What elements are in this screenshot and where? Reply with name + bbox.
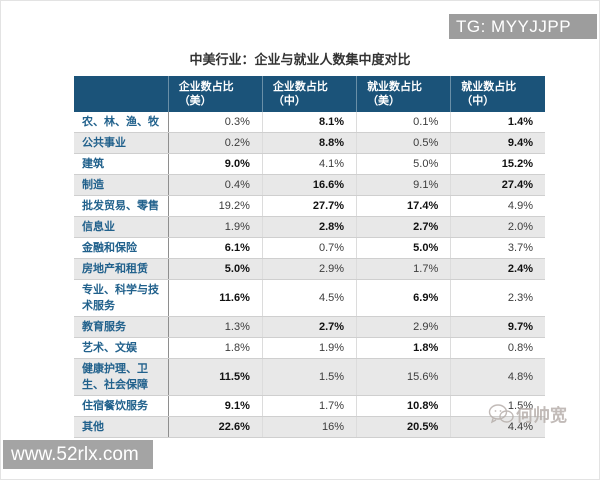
value-cell: 0.4% — [168, 174, 263, 196]
row-label: 信息业 — [74, 216, 169, 238]
row-label: 教育服务 — [74, 316, 169, 338]
row-label: 制造 — [74, 174, 169, 196]
value-cell: 0.1% — [356, 112, 452, 133]
row-label: 健康护理、卫生、社会保障 — [74, 358, 169, 396]
value-cell: 9.0% — [168, 153, 263, 175]
value-cell: 22.6% — [168, 416, 263, 438]
value-cell: 15.6% — [356, 358, 452, 396]
value-cell: 4.1% — [262, 153, 358, 175]
row-label: 专业、科学与技术服务 — [74, 279, 169, 317]
value-cell: 11.5% — [168, 358, 263, 396]
value-cell: 20.5% — [356, 416, 452, 438]
header-row: 企业数占比（美） 企业数占比（中） 就业数占比（美） 就业数占比（中） — [74, 76, 545, 112]
value-cell: 1.7% — [262, 395, 358, 417]
header-cell-employment-us: 就业数占比（美） — [356, 76, 451, 112]
header-cell-empty — [74, 76, 169, 112]
table-row: 艺术、文娱 1.8% 1.9% 1.8% 0.8% — [74, 337, 545, 359]
value-cell: 0.8% — [450, 337, 545, 359]
table-row: 其他 22.6% 16% 20.5% 4.4% — [74, 416, 545, 438]
value-cell: 6.9% — [356, 279, 452, 317]
value-cell: 1.7% — [356, 258, 452, 280]
table-body: 农、林、渔、牧 0.3% 8.1% 0.1% 1.4% 公共事业 0.2% 8.8% 0.5% 9… — [74, 112, 545, 438]
value-cell: 19.2% — [168, 195, 263, 217]
row-label: 其他 — [74, 416, 169, 438]
value-cell: 1.9% — [168, 216, 263, 238]
value-cell: 4.4% — [450, 416, 545, 438]
value-cell: 1.4% — [450, 112, 545, 133]
value-cell: 0.3% — [168, 112, 263, 133]
value-cell: 9.7% — [450, 316, 545, 338]
table-row: 健康护理、卫生、社会保障 11.5% 1.5% 15.6% 4.8% — [74, 358, 545, 396]
value-cell: 1.5% — [262, 358, 358, 396]
value-cell: 2.8% — [262, 216, 358, 238]
value-cell: 8.1% — [262, 112, 358, 133]
value-cell: 0.2% — [168, 132, 263, 154]
value-cell: 2.9% — [356, 316, 452, 338]
header-cell-employment-cn: 就业数占比（中） — [450, 76, 545, 112]
value-cell: 27.4% — [450, 174, 545, 196]
value-cell: 2.3% — [450, 279, 545, 317]
row-label: 房地产和租赁 — [74, 258, 169, 280]
value-cell: 2.4% — [450, 258, 545, 280]
value-cell: 27.7% — [262, 195, 358, 217]
value-cell: 5.0% — [168, 258, 263, 280]
table-row: 制造 0.4% 16.6% 9.1% 27.4% — [74, 174, 545, 196]
table-row: 房地产和租赁 5.0% 2.9% 1.7% 2.4% — [74, 258, 545, 280]
table-row: 建筑 9.0% 4.1% 5.0% 15.2% — [74, 153, 545, 175]
row-label: 住宿餐饮服务 — [74, 395, 169, 417]
value-cell: 1.3% — [168, 316, 263, 338]
value-cell: 5.0% — [356, 153, 452, 175]
table-row: 信息业 1.9% 2.8% 2.7% 2.0% — [74, 216, 545, 238]
header-cell-enterprise-us: 企业数占比（美） — [167, 76, 263, 112]
value-cell: 9.4% — [450, 132, 545, 154]
value-cell: 2.7% — [356, 216, 452, 238]
table-title: 中美行业：企业与就业人数集中度对比 — [189, 52, 411, 67]
table-row: 批发贸易、零售 19.2% 27.7% 17.4% 4.9% — [74, 195, 545, 217]
value-cell: 0.5% — [356, 132, 452, 154]
table-row: 教育服务 1.3% 2.7% 2.9% 9.7% — [74, 316, 545, 338]
value-cell: 0.7% — [262, 237, 358, 259]
value-cell: 6.1% — [168, 237, 263, 259]
table-row: 专业、科学与技术服务 11.6% 4.5% 6.9% 2.3% — [74, 279, 545, 317]
row-label: 艺术、文娱 — [74, 337, 169, 359]
value-cell: 2.0% — [450, 216, 545, 238]
value-cell: 16% — [262, 416, 358, 438]
value-cell: 11.6% — [168, 279, 263, 317]
value-cell: 5.0% — [356, 237, 452, 259]
value-cell: 8.8% — [262, 132, 358, 154]
value-cell: 16.6% — [262, 174, 358, 196]
tg-banner: TG: MYYJJPP — [449, 14, 597, 39]
value-cell: 1.8% — [356, 337, 452, 359]
value-cell: 2.9% — [262, 258, 358, 280]
value-cell: 3.7% — [450, 237, 545, 259]
value-cell: 1.9% — [262, 337, 358, 359]
value-cell: 1.5% — [450, 395, 545, 417]
header-cell-enterprise-cn: 企业数占比（中） — [261, 76, 357, 112]
row-label: 农、林、渔、牧 — [74, 112, 169, 133]
row-label: 建筑 — [74, 153, 169, 175]
value-cell: 2.7% — [262, 316, 358, 338]
comparison-table: 企业数占比（美） 企业数占比（中） 就业数占比（美） 就业数占比（中） 农、林、… — [74, 76, 545, 438]
value-cell: 4.5% — [262, 279, 358, 317]
value-cell: 1.8% — [168, 337, 263, 359]
value-cell: 4.9% — [450, 195, 545, 217]
value-cell: 4.8% — [450, 358, 545, 396]
table-row: 金融和保险 6.1% 0.7% 5.0% 3.7% — [74, 237, 545, 259]
row-label: 公共事业 — [74, 132, 169, 154]
row-label: 批发贸易、零售 — [74, 195, 169, 217]
value-cell: 15.2% — [450, 153, 545, 175]
row-label: 金融和保险 — [74, 237, 169, 259]
value-cell: 10.8% — [356, 395, 452, 417]
site-watermark: www.52rlx.com — [3, 440, 153, 469]
value-cell: 9.1% — [356, 174, 452, 196]
table-row: 公共事业 0.2% 8.8% 0.5% 9.4% — [74, 132, 545, 154]
value-cell: 17.4% — [356, 195, 452, 217]
table-row: 农、林、渔、牧 0.3% 8.1% 0.1% 1.4% — [74, 112, 545, 133]
value-cell: 9.1% — [168, 395, 263, 417]
table-row: 住宿餐饮服务 9.1% 1.7% 10.8% 1.5% — [74, 395, 545, 417]
